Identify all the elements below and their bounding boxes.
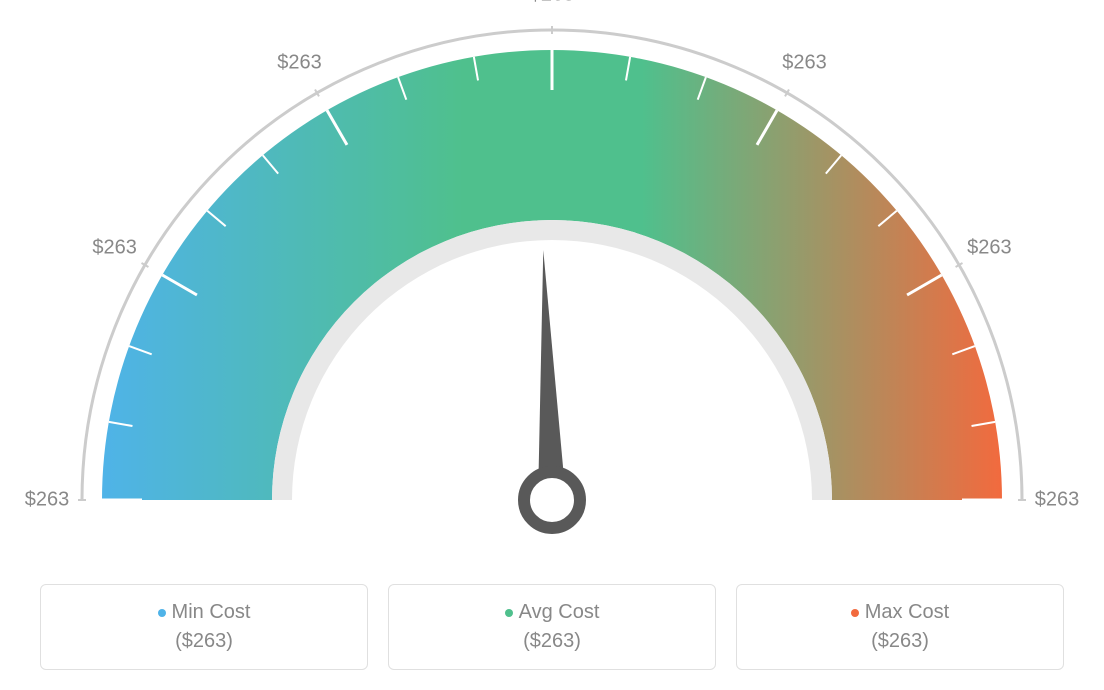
gauge-tick-label: $263 <box>1035 489 1080 512</box>
legend-avg-label: Avg Cost <box>519 601 600 623</box>
legend: Min Cost ($263) Avg Cost ($263) Max Cost… <box>40 584 1064 670</box>
legend-max-box: Max Cost ($263) <box>736 584 1064 670</box>
gauge-svg <box>0 0 1104 560</box>
legend-avg-box: Avg Cost ($263) <box>388 584 716 670</box>
gauge-tick-label: $263 <box>92 236 137 259</box>
legend-min-title: Min Cost <box>41 601 367 624</box>
legend-avg-title: Avg Cost <box>389 601 715 624</box>
legend-max-dot <box>851 609 859 617</box>
legend-max-value: ($263) <box>737 630 1063 653</box>
legend-avg-dot <box>505 609 513 617</box>
legend-min-value: ($263) <box>41 630 367 653</box>
gauge-tick-label: $263 <box>277 51 322 74</box>
legend-avg-value: ($263) <box>389 630 715 653</box>
gauge-tick-label: $263 <box>530 0 575 7</box>
gauge-chart-container: $263 $263 $263 $263 $263 $263 $263 Min Cost ($… <box>0 0 1104 690</box>
legend-max-title: Max Cost <box>737 601 1063 624</box>
gauge-tick-label: $263 <box>967 236 1012 259</box>
legend-max-label: Max Cost <box>865 601 949 623</box>
legend-min-dot <box>158 609 166 617</box>
gauge-tick-label: $263 <box>25 489 70 512</box>
legend-min-box: Min Cost ($263) <box>40 584 368 670</box>
legend-min-label: Min Cost <box>172 601 251 623</box>
gauge-area: $263 $263 $263 $263 $263 $263 $263 <box>0 0 1104 560</box>
gauge-tick-label: $263 <box>782 51 827 74</box>
